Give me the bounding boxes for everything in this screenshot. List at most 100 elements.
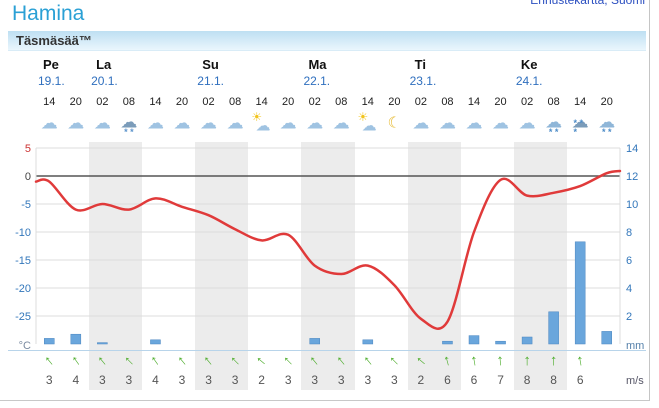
time-label: 20 [388,96,401,108]
icon-glyph: ☁ [120,112,138,132]
svg-text:°C: °C [19,340,31,352]
svg-text:5: 5 [25,143,31,155]
icon-glyph: ☁ [200,113,218,133]
svg-text:10: 10 [626,199,638,211]
icon-glyph: ☁ [255,117,271,135]
partly-sunny-icon: ☀ ☁ [355,111,382,137]
day-name: Ti [414,57,426,72]
wind-speed-value: 8 [523,373,531,387]
day-date: 19.1. [38,74,65,88]
days-row: Pe 19.1. La 20.1. Su 21.1. Ma 22.1. Ti 23.1. Ke 24.… [0,57,659,95]
svg-text:-15: -15 [15,255,31,267]
cloudy-icon: ☁ [434,111,461,137]
svg-text:-5: -5 [21,199,31,211]
time-label: 02 [308,96,321,108]
svg-text:mm: mm [626,340,644,352]
day-block: La 20.1. [89,57,195,88]
icon-glyph: ☁ [146,113,164,133]
day-name: Ke [520,57,538,72]
cloudy-icon: ☁ [461,111,488,137]
wind-speed-value: 3 [205,373,212,387]
icon-glyph: ☁ [332,113,350,133]
snow-icon: ☁ * * [593,111,620,137]
icon-glyph: ☁ [438,113,456,133]
wind-speed-value: 4 [72,373,80,387]
svg-text:4: 4 [626,283,632,295]
time-label: 02 [202,96,215,108]
wind-speed-value: 3 [311,373,319,387]
day-block: Ke 24.1. [514,57,620,88]
wind-speed-value: 3 [125,373,133,387]
day-name: Su [202,57,219,72]
wind-speed-value: 3 [284,373,292,387]
time-label: 20 [600,96,613,108]
icon-glyph: ☁ [571,112,589,132]
section-title: Täsmäsää™ [16,33,92,48]
partly-sunny-icon: ☀ ☁ [248,111,275,137]
wind-speed-value: 3 [45,373,53,387]
cloudy-icon: ☁ [89,111,116,137]
night-stripe [195,142,249,390]
night-stripe [89,142,143,390]
cloudy-icon: ☁ [63,111,90,137]
day-block: Pe 19.1. [36,57,89,88]
wind-direction-row: ↑ ↑ ↑ ↑ ↑ ↑ ↑ ↑ ↑ ↑ ↑ ↑ ↑ ↑ ↑ ↑ ↑ ↑ ↑ ↑ ↑ [36,351,620,372]
time-label: 08 [335,96,348,108]
time-label: 20 [69,96,82,108]
day-name: La [96,57,112,72]
time-label: 08 [122,96,136,108]
icon-glyph: ☁ [93,113,111,133]
icon-glyph: ☁ [173,113,191,133]
night-stripe [513,142,567,390]
cloudy-icon: ☁ [487,111,514,137]
wind-speed-value: 3 [178,373,186,387]
day-block: Ti 23.1. [408,57,514,88]
icon-glyph: ☾ [387,114,402,132]
cloudy-icon: ☁ [328,111,355,137]
time-label: 14 [149,96,162,108]
time-label: 08 [441,96,454,108]
weather-icons-row: ☁ ☁ ☁ ☁ * * ☁ ☁ ☁ ☁ ☀ ☁ ☁ ☁ ☁ ☀ ☁ ☾ ☁ ☁ ☁ ☁ ☁ ☁ * * ☁ * * * ☁ * * [36,111,620,139]
wind-speed-value: 3 [337,373,345,387]
time-label: 02 [520,96,534,108]
cloudy-icon: ☁ [195,111,222,137]
wind-speed-value: 6 [444,373,451,387]
icon-glyph: ☁ [306,113,324,133]
icon-glyph: ☁ [465,113,483,133]
hours-row: 14 20 02 08 14 20 02 08 14 20 02 08 14 20 02 08 14 20 02 08… [36,96,620,110]
wind-arrow-icon: ↑ [496,351,505,370]
cloudy-icon: ☁ [514,111,541,137]
wind-speed-value: 3 [99,373,106,387]
icon-glyph: ☁ [492,113,510,133]
wind-speed-value: 2 [417,373,425,387]
wind-speed-value: 6 [470,373,478,387]
moon-icon: ☾ [381,111,408,137]
icon-glyph: ☀ [251,110,263,124]
wind-speed-value: 6 [576,373,584,387]
wind-arrow-icon: ↑ [441,351,454,370]
cloudy-icon: ☁ [142,111,169,137]
forecast-map-link[interactable]: Ennustekartta, Suomi [530,0,645,7]
svg-text:0: 0 [25,171,31,183]
time-label: 20 [494,96,507,108]
time-label: 14 [43,96,56,108]
icon-glyph: ☀ [357,110,369,124]
day-block: Su 21.1. [195,57,301,88]
day-date: 22.1. [303,74,331,88]
icon-glyph: ☁ [40,113,58,133]
cloudy-icon: ☁ [222,111,249,137]
svg-text:8: 8 [626,227,632,239]
time-label: 14 [574,96,587,108]
time-label: 14 [467,96,481,108]
time-label: 20 [175,96,189,108]
time-label: 02 [414,96,428,108]
icon-glyph: ☁ [518,113,536,133]
cloudy-icon: ☁ [301,111,328,137]
day-date: 20.1. [91,74,118,88]
svg-text:6: 6 [626,255,632,267]
icon-glyph: * * [601,127,612,137]
wind-unit-label: m/s [626,375,644,387]
night-stripe [407,142,461,390]
meteogram-chart: 5 0 -5 -10 -15 -20 -25 °C 14 12 10 8 6 4 2 mm [15,143,644,352]
